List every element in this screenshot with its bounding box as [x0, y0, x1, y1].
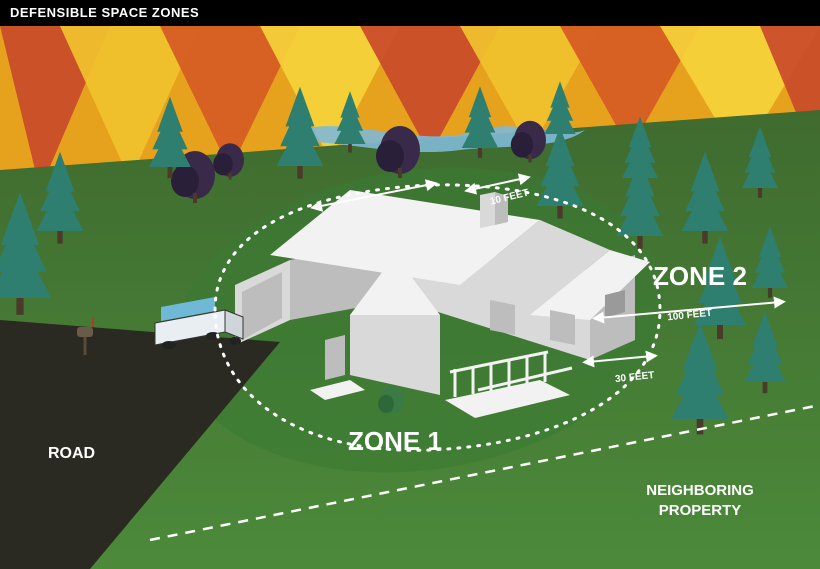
infographic-stage: DEFENSIBLE SPACE ZONES: [0, 0, 820, 569]
svg-text:PROPERTY: PROPERTY: [659, 502, 742, 519]
svg-text:ZONE 1: ZONE 1: [348, 426, 442, 456]
svg-text:NEIGHBORING: NEIGHBORING: [646, 482, 754, 499]
svg-text:ROAD: ROAD: [48, 445, 95, 462]
svg-text:ZONE 2: ZONE 2: [653, 261, 747, 291]
scene-svg: ZONE 1ZONE 2ROADNEIGHBORINGPROPERTY100 F…: [0, 0, 820, 569]
